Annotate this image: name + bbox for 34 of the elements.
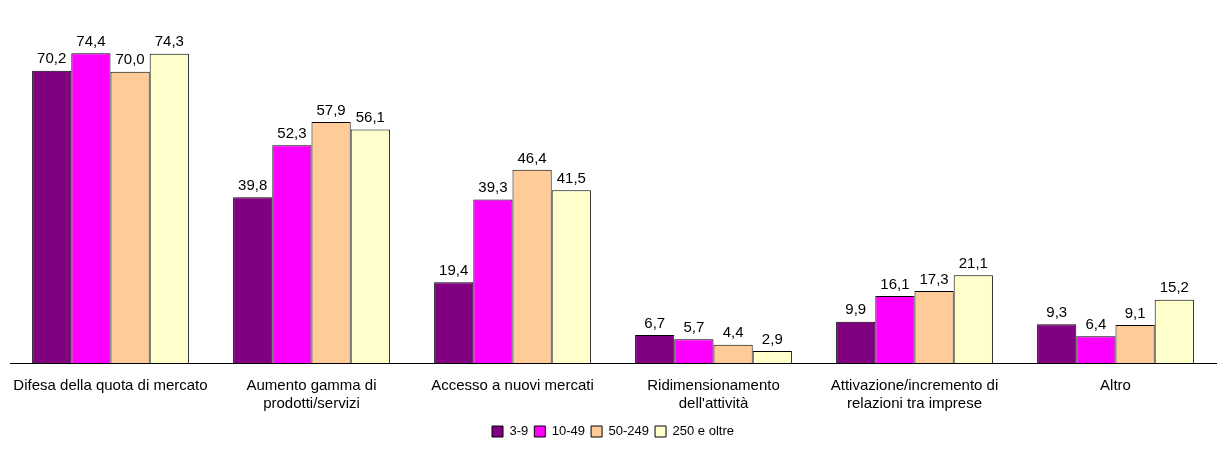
data-label: 39,3 xyxy=(478,178,508,196)
data-label: 70,2 xyxy=(37,49,67,67)
data-label: 9,9 xyxy=(845,300,867,318)
x-tick-label: Attivazione/incremento di relazioni tra imprese xyxy=(830,376,999,412)
legend-label: 250 e oltre xyxy=(672,423,734,439)
data-label: 70,0 xyxy=(115,50,145,68)
data-label: 56,1 xyxy=(355,108,385,126)
data-label: 4,4 xyxy=(722,323,744,341)
data-label: 41,5 xyxy=(556,168,586,186)
data-label: 9,3 xyxy=(1046,302,1068,320)
data-label: 2,9 xyxy=(761,329,783,347)
data-label: 39,8 xyxy=(238,175,268,193)
data-label: 52,3 xyxy=(277,123,307,141)
data-label: 57,9 xyxy=(316,100,346,118)
data-label: 15,2 xyxy=(1159,278,1189,296)
data-label: 17,3 xyxy=(919,269,949,287)
data-label: 21,1 xyxy=(958,253,988,271)
x-tick-label: Altro xyxy=(1100,376,1131,394)
data-label: 74,4 xyxy=(76,31,106,49)
data-label: 6,4 xyxy=(1085,315,1107,332)
data-label: 5,7 xyxy=(683,317,705,335)
data-label: 9,1 xyxy=(1124,303,1146,321)
data-label: 6,7 xyxy=(644,313,666,331)
legend-label: 10-49 xyxy=(551,423,586,439)
x-tick-label: Difesa della quota di mercato xyxy=(13,376,208,394)
data-label: 19,4 xyxy=(439,260,469,278)
legend-label: 3-9 xyxy=(509,423,529,439)
data-label: 74,3 xyxy=(154,32,184,50)
data-label: 46,4 xyxy=(517,148,547,166)
legend-label: 50-249 xyxy=(608,423,650,439)
x-tick-label: Aumento gamma di prodotti/servizi xyxy=(246,376,377,412)
x-tick-label: Accesso a nuovi mercati xyxy=(431,376,594,394)
x-tick-label: Ridimensionamento dell'attività xyxy=(647,376,780,412)
data-label: 16,1 xyxy=(880,274,910,292)
